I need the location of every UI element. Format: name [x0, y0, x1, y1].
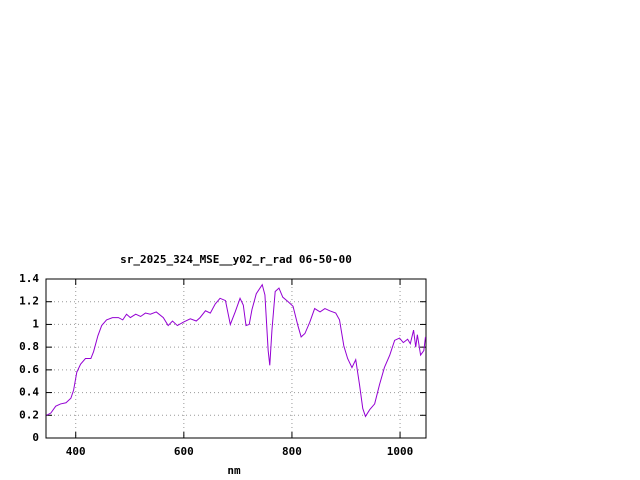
y-tick-label: 0.6	[19, 363, 39, 376]
y-tick-label: 1.2	[19, 295, 39, 308]
x-axis-label: nm	[227, 464, 241, 477]
data-line	[46, 283, 426, 418]
x-tick-label: 800	[282, 445, 302, 458]
chart-title: sr_2025_324_MSE__y02_r_rad 06-50-00	[120, 253, 352, 266]
y-tick-label: 0.4	[19, 386, 39, 399]
plot-frame	[45, 278, 427, 439]
x-tick-label: 600	[174, 445, 194, 458]
x-tick-label: 1000	[387, 445, 414, 458]
y-tick-label: 0.8	[19, 340, 39, 353]
y-tick-label: 0.2	[19, 408, 39, 421]
y-tick-label: 1.4	[19, 272, 39, 285]
y-tick-label: 0	[32, 431, 39, 444]
y-tick-label: 1	[32, 317, 39, 330]
x-tick-label: 400	[66, 445, 86, 458]
